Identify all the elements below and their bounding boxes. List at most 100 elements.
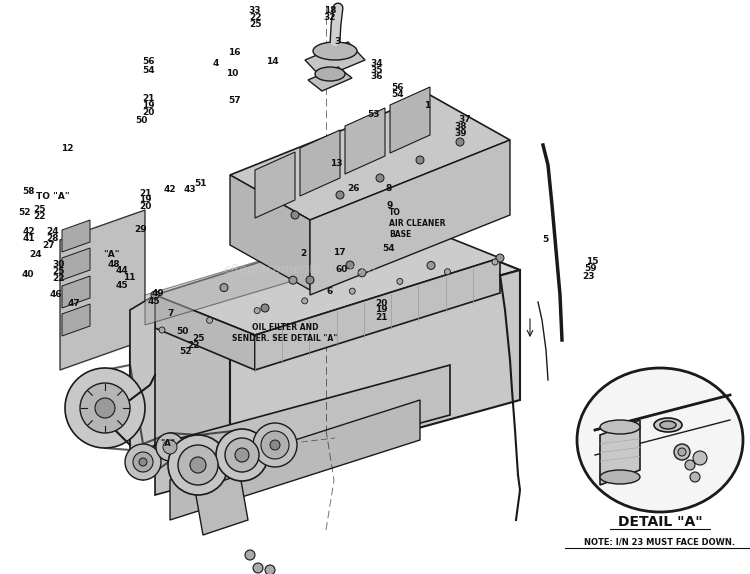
- Text: 54: 54: [142, 65, 154, 75]
- Ellipse shape: [600, 470, 640, 484]
- Text: 42: 42: [164, 185, 176, 194]
- Circle shape: [206, 317, 212, 323]
- Circle shape: [151, 291, 159, 299]
- Circle shape: [690, 472, 700, 482]
- Text: 50: 50: [135, 116, 147, 125]
- Text: 53: 53: [368, 110, 380, 119]
- Text: 12: 12: [62, 144, 74, 153]
- Circle shape: [163, 440, 177, 454]
- Circle shape: [693, 451, 707, 465]
- Circle shape: [496, 254, 504, 262]
- Text: 47: 47: [68, 298, 80, 308]
- Polygon shape: [130, 295, 155, 460]
- Circle shape: [445, 269, 451, 275]
- Circle shape: [346, 261, 354, 269]
- Text: 30: 30: [53, 259, 64, 269]
- Circle shape: [397, 278, 403, 285]
- Text: 21: 21: [375, 313, 387, 322]
- Polygon shape: [230, 175, 310, 290]
- Text: 25: 25: [249, 20, 261, 29]
- Text: 11: 11: [123, 273, 135, 282]
- Text: 5: 5: [542, 235, 548, 244]
- Text: 28: 28: [46, 234, 58, 243]
- Circle shape: [685, 460, 695, 470]
- Text: 45: 45: [116, 281, 128, 290]
- Text: 37: 37: [459, 115, 471, 124]
- Text: 22: 22: [249, 13, 261, 22]
- Text: 51: 51: [194, 179, 206, 188]
- Circle shape: [427, 261, 435, 269]
- Circle shape: [306, 276, 314, 284]
- Polygon shape: [310, 140, 510, 295]
- Circle shape: [291, 211, 299, 219]
- Text: 14: 14: [266, 57, 278, 67]
- Text: 16: 16: [228, 48, 240, 57]
- Circle shape: [168, 435, 228, 495]
- Circle shape: [674, 444, 690, 460]
- Polygon shape: [230, 95, 510, 220]
- Text: 22: 22: [53, 274, 64, 284]
- Text: 58: 58: [22, 187, 34, 196]
- Text: 25: 25: [193, 334, 205, 343]
- Circle shape: [253, 423, 297, 467]
- Circle shape: [245, 550, 255, 560]
- Text: 40: 40: [22, 270, 34, 279]
- Polygon shape: [255, 152, 295, 218]
- Circle shape: [456, 138, 464, 146]
- Polygon shape: [60, 210, 145, 370]
- Polygon shape: [145, 210, 430, 325]
- Text: 20: 20: [142, 108, 154, 117]
- Polygon shape: [62, 276, 90, 308]
- Text: 2: 2: [301, 249, 307, 258]
- Text: TO "A": TO "A": [36, 192, 69, 201]
- Text: 22: 22: [188, 341, 200, 350]
- Circle shape: [254, 308, 260, 313]
- Circle shape: [350, 288, 355, 294]
- Text: 4: 4: [213, 59, 219, 68]
- Text: 45: 45: [148, 297, 160, 306]
- Text: 32: 32: [324, 13, 336, 22]
- Polygon shape: [230, 270, 520, 480]
- Circle shape: [261, 431, 289, 459]
- Polygon shape: [155, 295, 255, 370]
- Text: DETAIL "A": DETAIL "A": [618, 515, 702, 529]
- Circle shape: [376, 174, 384, 182]
- Text: 52: 52: [19, 208, 31, 217]
- Text: 35: 35: [370, 65, 382, 75]
- Text: 59: 59: [585, 264, 597, 273]
- Text: 18: 18: [324, 6, 336, 15]
- Text: 1: 1: [424, 100, 430, 110]
- Circle shape: [336, 191, 344, 199]
- Text: 17: 17: [333, 248, 345, 257]
- Text: 60: 60: [335, 265, 347, 274]
- Text: 23: 23: [583, 272, 595, 281]
- Polygon shape: [308, 67, 352, 91]
- Polygon shape: [345, 108, 385, 174]
- Circle shape: [302, 298, 307, 304]
- Text: NOTE: I/N 23 MUST FACE DOWN.: NOTE: I/N 23 MUST FACE DOWN.: [584, 537, 736, 546]
- Text: 19: 19: [142, 101, 154, 110]
- Circle shape: [139, 458, 147, 466]
- Circle shape: [253, 563, 263, 573]
- Polygon shape: [305, 42, 365, 78]
- Text: 39: 39: [454, 129, 466, 138]
- Circle shape: [133, 452, 153, 472]
- Text: 24: 24: [30, 250, 42, 259]
- Ellipse shape: [660, 421, 676, 429]
- Text: 48: 48: [108, 259, 120, 269]
- Text: 9: 9: [387, 201, 393, 210]
- Circle shape: [235, 448, 249, 462]
- Polygon shape: [130, 230, 520, 350]
- Text: 22: 22: [33, 212, 45, 222]
- Text: 38: 38: [454, 122, 466, 131]
- Polygon shape: [600, 420, 640, 485]
- Polygon shape: [62, 220, 90, 252]
- Polygon shape: [155, 365, 450, 495]
- Circle shape: [261, 304, 269, 312]
- Polygon shape: [300, 130, 340, 196]
- Circle shape: [190, 457, 206, 473]
- Text: 10: 10: [226, 69, 238, 78]
- Circle shape: [80, 383, 130, 433]
- Text: 42: 42: [22, 227, 34, 236]
- Text: 34: 34: [370, 59, 382, 68]
